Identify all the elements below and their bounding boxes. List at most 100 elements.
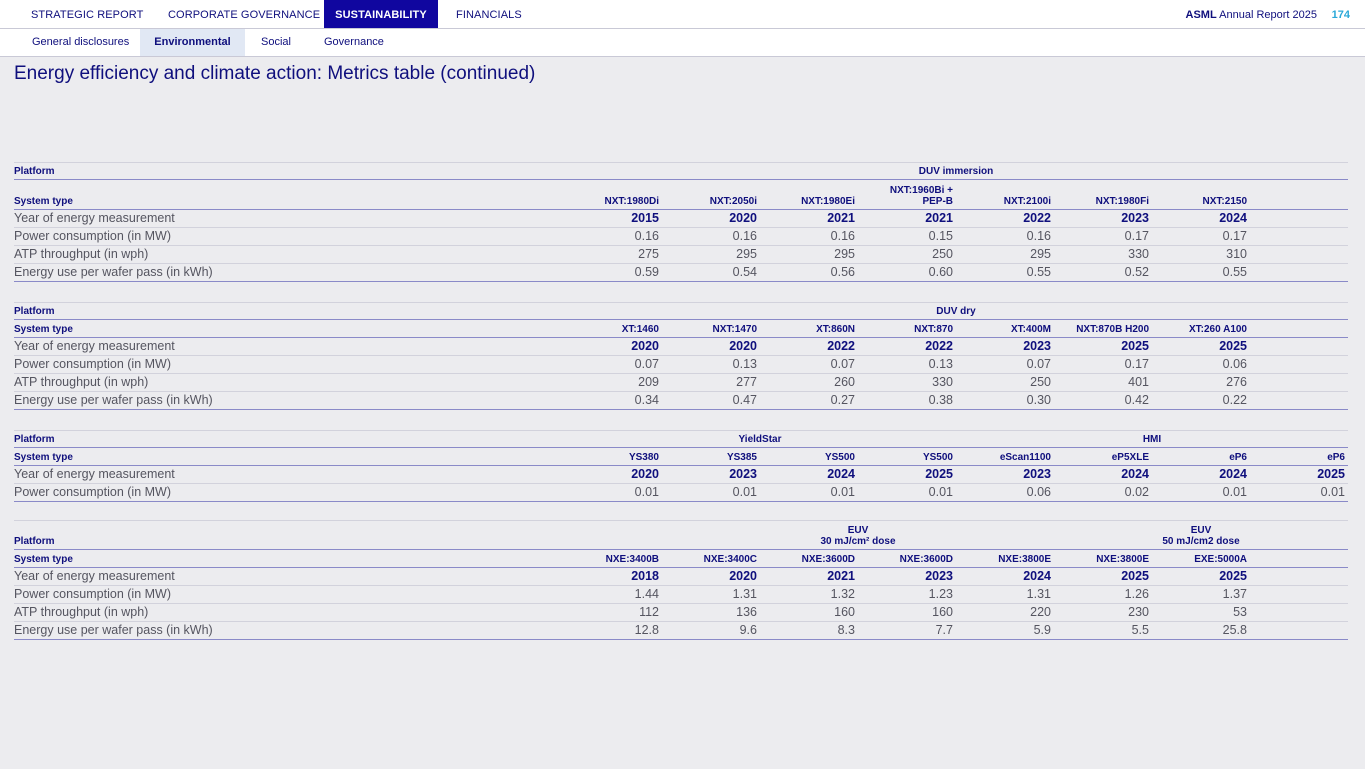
nav-tab-sustainability[interactable]: SUSTAINABILITY [324, 0, 438, 28]
system-type-label: System type [14, 196, 73, 207]
platform-group-yieldstar: YieldStar [738, 434, 782, 445]
system-type-label: System type [14, 324, 73, 335]
energy-cell: 25.8 [1222, 623, 1247, 637]
power-row: Power consumption (in MW) 1.44 1.31 1.32 1.… [14, 586, 1348, 604]
power-label: Power consumption (in MW) [14, 229, 171, 243]
power-cell: 0.01 [1320, 485, 1345, 499]
atp-cell: 310 [1226, 247, 1247, 261]
atp-row: ATP throughput (in wph) 112 136 160 160 220 2… [14, 604, 1348, 622]
power-cell: 0.01 [1222, 485, 1247, 499]
year-cell: 2023 [1023, 339, 1051, 353]
power-cell: 1.31 [732, 587, 757, 601]
atp-cell: 330 [1128, 247, 1149, 261]
page-number: 174 [1331, 9, 1350, 21]
system-types-cell: XT:860N [816, 324, 855, 335]
nav-tab-strategic-report[interactable]: STRATEGIC REPORT [31, 9, 144, 21]
system-types-cell: YS385 [726, 452, 757, 463]
energy-cell: 9.6 [739, 623, 757, 637]
brand-name: ASML [1185, 9, 1217, 21]
year-cell: 2025 [925, 467, 953, 481]
system-types-cell: eP6 [1327, 452, 1345, 463]
system-types-cell: EXE:5000A [1194, 554, 1247, 565]
atp-label: ATP throughput (in wph) [14, 605, 149, 619]
platform-row: Platform DUV immersion [14, 162, 1348, 180]
atp-cell: 275 [638, 247, 659, 261]
year-cell: 2018 [631, 569, 659, 583]
energy-cell: 0.60 [928, 265, 953, 279]
platform-label: Platform [14, 434, 55, 445]
power-cell: 0.15 [928, 229, 953, 243]
power-cell: 0.16 [1026, 229, 1051, 243]
atp-cell: 230 [1128, 605, 1149, 619]
atp-cell: 160 [834, 605, 855, 619]
atp-cell: 277 [736, 375, 757, 389]
energy-cell: 0.38 [928, 393, 953, 407]
system-types-cell: NXE:3400B [605, 554, 659, 565]
year-cell: 2020 [729, 339, 757, 353]
nav-tab-financials[interactable]: FINANCIALS [456, 9, 522, 21]
power-cell: 0.01 [634, 485, 659, 499]
system-types-cell: NXT:2100i [1003, 196, 1051, 207]
energy-label: Energy use per wafer pass (in kWh) [14, 393, 213, 407]
year-cell: 2020 [631, 467, 659, 481]
platform-row: Platform YieldStar HMI [14, 430, 1348, 448]
year-cell: 2025 [1219, 339, 1247, 353]
atp-cell: 295 [1030, 247, 1051, 261]
year-cell: 2024 [1219, 467, 1247, 481]
year-cell: 2025 [1121, 569, 1149, 583]
year-row: Year of energy measurement 2015 2020 2021 2… [14, 210, 1348, 228]
power-cell: 0.02 [1124, 485, 1149, 499]
year-cell: 2020 [729, 569, 757, 583]
power-cell: 1.23 [928, 587, 953, 601]
subnav-tab-governance[interactable]: Governance [324, 36, 384, 48]
energy-cell: 0.22 [1222, 393, 1247, 407]
energy-row: Energy use per wafer pass (in kWh) 12.8 9… [14, 622, 1348, 640]
year-cell: 2021 [827, 211, 855, 225]
atp-cell: 209 [638, 375, 659, 389]
power-cell: 1.44 [634, 587, 659, 601]
year-cell: 2025 [1219, 569, 1247, 583]
energy-cell: 0.27 [830, 393, 855, 407]
atp-row: ATP throughput (in wph) 275 295 295 250 295 3… [14, 246, 1348, 264]
subnav-tab-environmental[interactable]: Environmental [140, 29, 245, 56]
nav-tab-corporate-governance[interactable]: CORPORATE GOVERNANCE [168, 9, 321, 21]
sub-navigation: General disclosures Environmental Social… [0, 29, 1365, 57]
energy-cell: 0.52 [1124, 265, 1149, 279]
power-label: Power consumption (in MW) [14, 587, 171, 601]
system-types-cell: eP5XLE [1111, 452, 1149, 463]
platform-group: DUV immersion [918, 166, 994, 177]
year-cell: 2023 [1023, 467, 1051, 481]
year-cell: 2015 [631, 211, 659, 225]
energy-cell: 12.8 [634, 623, 659, 637]
energy-cell: 0.56 [830, 265, 855, 279]
platform-group-euv-30: EUV 30 mJ/cm² dose [820, 525, 896, 547]
energy-cell: 5.5 [1131, 623, 1149, 637]
energy-cell: 0.59 [634, 265, 659, 279]
system-types-cell: NXT:1980Di [604, 196, 659, 207]
system-types-cell: NXE:3400C [703, 554, 757, 565]
system-types-cell: NXE:3600D [801, 554, 855, 565]
year-label: Year of energy measurement [14, 339, 175, 353]
system-types-cell: NXT:870 [914, 324, 953, 335]
atp-cell: 401 [1128, 375, 1149, 389]
power-cell: 0.07 [634, 357, 659, 371]
year-cell: 2024 [1023, 569, 1051, 583]
power-cell: 0.13 [928, 357, 953, 371]
energy-row: Energy use per wafer pass (in kWh) 0.59 0… [14, 264, 1348, 282]
platform-group: DUV dry [936, 306, 976, 317]
energy-row: Energy use per wafer pass (in kWh) 0.34 0… [14, 392, 1348, 410]
year-cell: 2025 [1121, 339, 1149, 353]
year-cell: 2020 [631, 339, 659, 353]
atp-cell: 276 [1226, 375, 1247, 389]
year-cell: 2022 [925, 339, 953, 353]
energy-cell: 0.47 [732, 393, 757, 407]
subnav-tab-social[interactable]: Social [261, 36, 291, 48]
energy-label: Energy use per wafer pass (in kWh) [14, 623, 213, 637]
subnav-tab-general-disclosures[interactable]: General disclosures [32, 36, 130, 48]
system-types-cell: XT:1460 [621, 324, 659, 335]
year-row: Year of energy measurement 2020 2020 2022 2… [14, 338, 1348, 356]
year-cell: 2022 [827, 339, 855, 353]
atp-cell: 250 [1030, 375, 1051, 389]
power-cell: 1.37 [1222, 587, 1247, 601]
energy-label: Energy use per wafer pass (in kWh) [14, 265, 213, 279]
